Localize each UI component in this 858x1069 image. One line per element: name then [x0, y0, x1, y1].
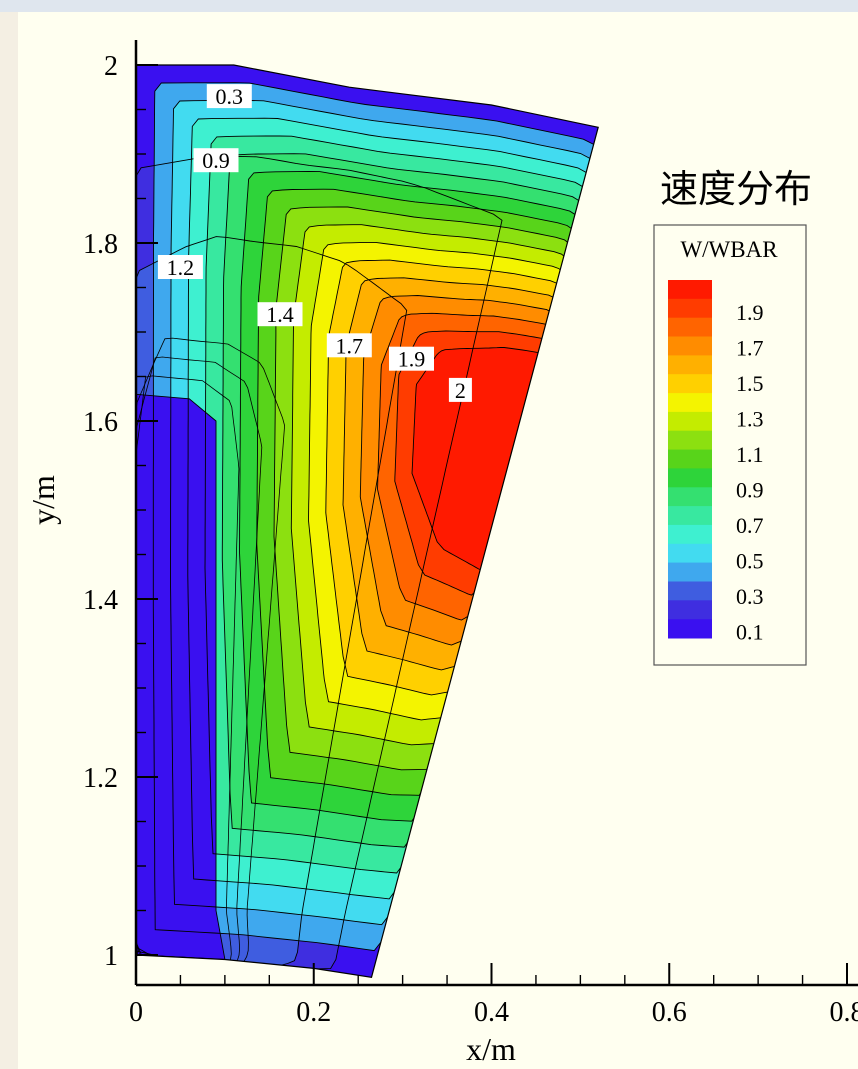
legend-title: W/WBAR [680, 237, 778, 262]
contour-label-5: 1.9 [389, 346, 434, 372]
legend-swatch-18 [668, 619, 712, 639]
contour-label-0: 0.3 [206, 84, 252, 109]
core-contour-1 [136, 375, 240, 961]
legend-label-3: 1.3 [736, 407, 764, 432]
legend-swatch-15 [668, 562, 712, 582]
contour-label-6: 2 [448, 377, 472, 403]
legend-swatch-5 [668, 374, 712, 394]
contour-label-text: 1.4 [266, 302, 294, 327]
contour-label-text: 0.9 [202, 148, 230, 173]
legend-swatch-2 [668, 317, 712, 337]
chart-title: 速度分布 [660, 169, 812, 211]
legend-swatch-3 [668, 336, 712, 356]
y-axis-ticks: 1 1.2 1.4 1.6 1.8 2 [83, 51, 158, 972]
legend-swatch-10 [668, 468, 712, 488]
legend-label-5: 0.9 [736, 478, 764, 503]
y-tick-label-2: 1.4 [83, 585, 118, 616]
x-tick-label-3: 0.6 [652, 997, 687, 1028]
core-contour-2 [136, 356, 263, 962]
y-tick-label-5: 2 [104, 51, 118, 82]
legend-swatch-9 [668, 449, 712, 469]
window-top-bar [0, 0, 858, 12]
legend-swatch-8 [668, 430, 712, 450]
legend-swatch-6 [668, 393, 712, 413]
legend-label-8: 0.3 [736, 584, 764, 609]
legend-label-4: 1.1 [736, 442, 764, 467]
x-axis-label: x/m [466, 1031, 516, 1067]
legend-label-7: 0.5 [736, 549, 764, 574]
x-axis-ticks: 0 0.2 0.4 0.6 0.8 [129, 963, 858, 1028]
contour-label-text: 1.7 [336, 333, 364, 358]
y-tick-label-4: 1.8 [83, 229, 118, 260]
legend-label-6: 0.7 [736, 513, 764, 538]
legend-swatches [668, 280, 712, 639]
legend-swatch-11 [668, 487, 712, 507]
band-core [136, 394, 225, 960]
y-tick-label-0: 1 [104, 941, 118, 972]
legend-label-1: 1.7 [736, 336, 764, 361]
legend-label-9: 0.1 [736, 620, 764, 645]
velocity-contour-chart: 0.30.91.21.41.71.92 11.21.41.61.82 0 0.2 0… [18, 12, 858, 1069]
core-contour-3 [136, 337, 286, 963]
legend-swatch-13 [668, 524, 712, 545]
contour-line-2 [136, 236, 408, 967]
legend-swatch-12 [668, 506, 712, 526]
y-tick-label-1: 1.2 [83, 763, 118, 794]
contour-label-2: 1.2 [157, 255, 203, 280]
legend-swatch-16 [668, 581, 712, 601]
legend-labels: 1.9 1.7 1.5 1.3 1.1 0.9 0.7 0.5 0.3 0.1 [736, 300, 764, 645]
contour-label-4: 1.7 [326, 333, 372, 358]
legend-swatch-17 [668, 600, 712, 620]
contour-line-1 [136, 155, 503, 970]
y-axis-label: y/m [25, 475, 61, 525]
legend-swatch-4 [668, 355, 712, 375]
x-tick-label-0: 0 [129, 997, 143, 1028]
contour-label-1: 0.9 [193, 148, 239, 173]
band-18 [412, 347, 543, 571]
contour-labels: 0.3 0.9 1.2 1.4 1.7 1.9 2 [157, 84, 472, 403]
contour-label-3: 1.4 [257, 302, 303, 327]
legend-label-2: 1.5 [736, 371, 764, 396]
contour-label-text: 0.3 [216, 84, 244, 109]
y-tick-label-3: 1.6 [83, 407, 118, 438]
x-tick-label-1: 0.2 [296, 997, 331, 1028]
domain-outline [135, 64, 599, 978]
legend-swatch-1 [668, 298, 712, 319]
legend-swatch-14 [668, 543, 712, 564]
legend-swatch-0 [668, 280, 712, 300]
contour-label-text: 2 [455, 378, 466, 403]
window-left-strip [0, 12, 18, 1069]
x-tick-label-4: 0.8 [830, 997, 858, 1028]
contour-label-text: 1.9 [398, 347, 426, 372]
x-tick-label-2: 0.4 [474, 997, 509, 1028]
legend-label-0: 1.9 [736, 300, 764, 325]
contour-label-text: 1.2 [167, 255, 195, 280]
legend-swatch-7 [668, 411, 712, 432]
